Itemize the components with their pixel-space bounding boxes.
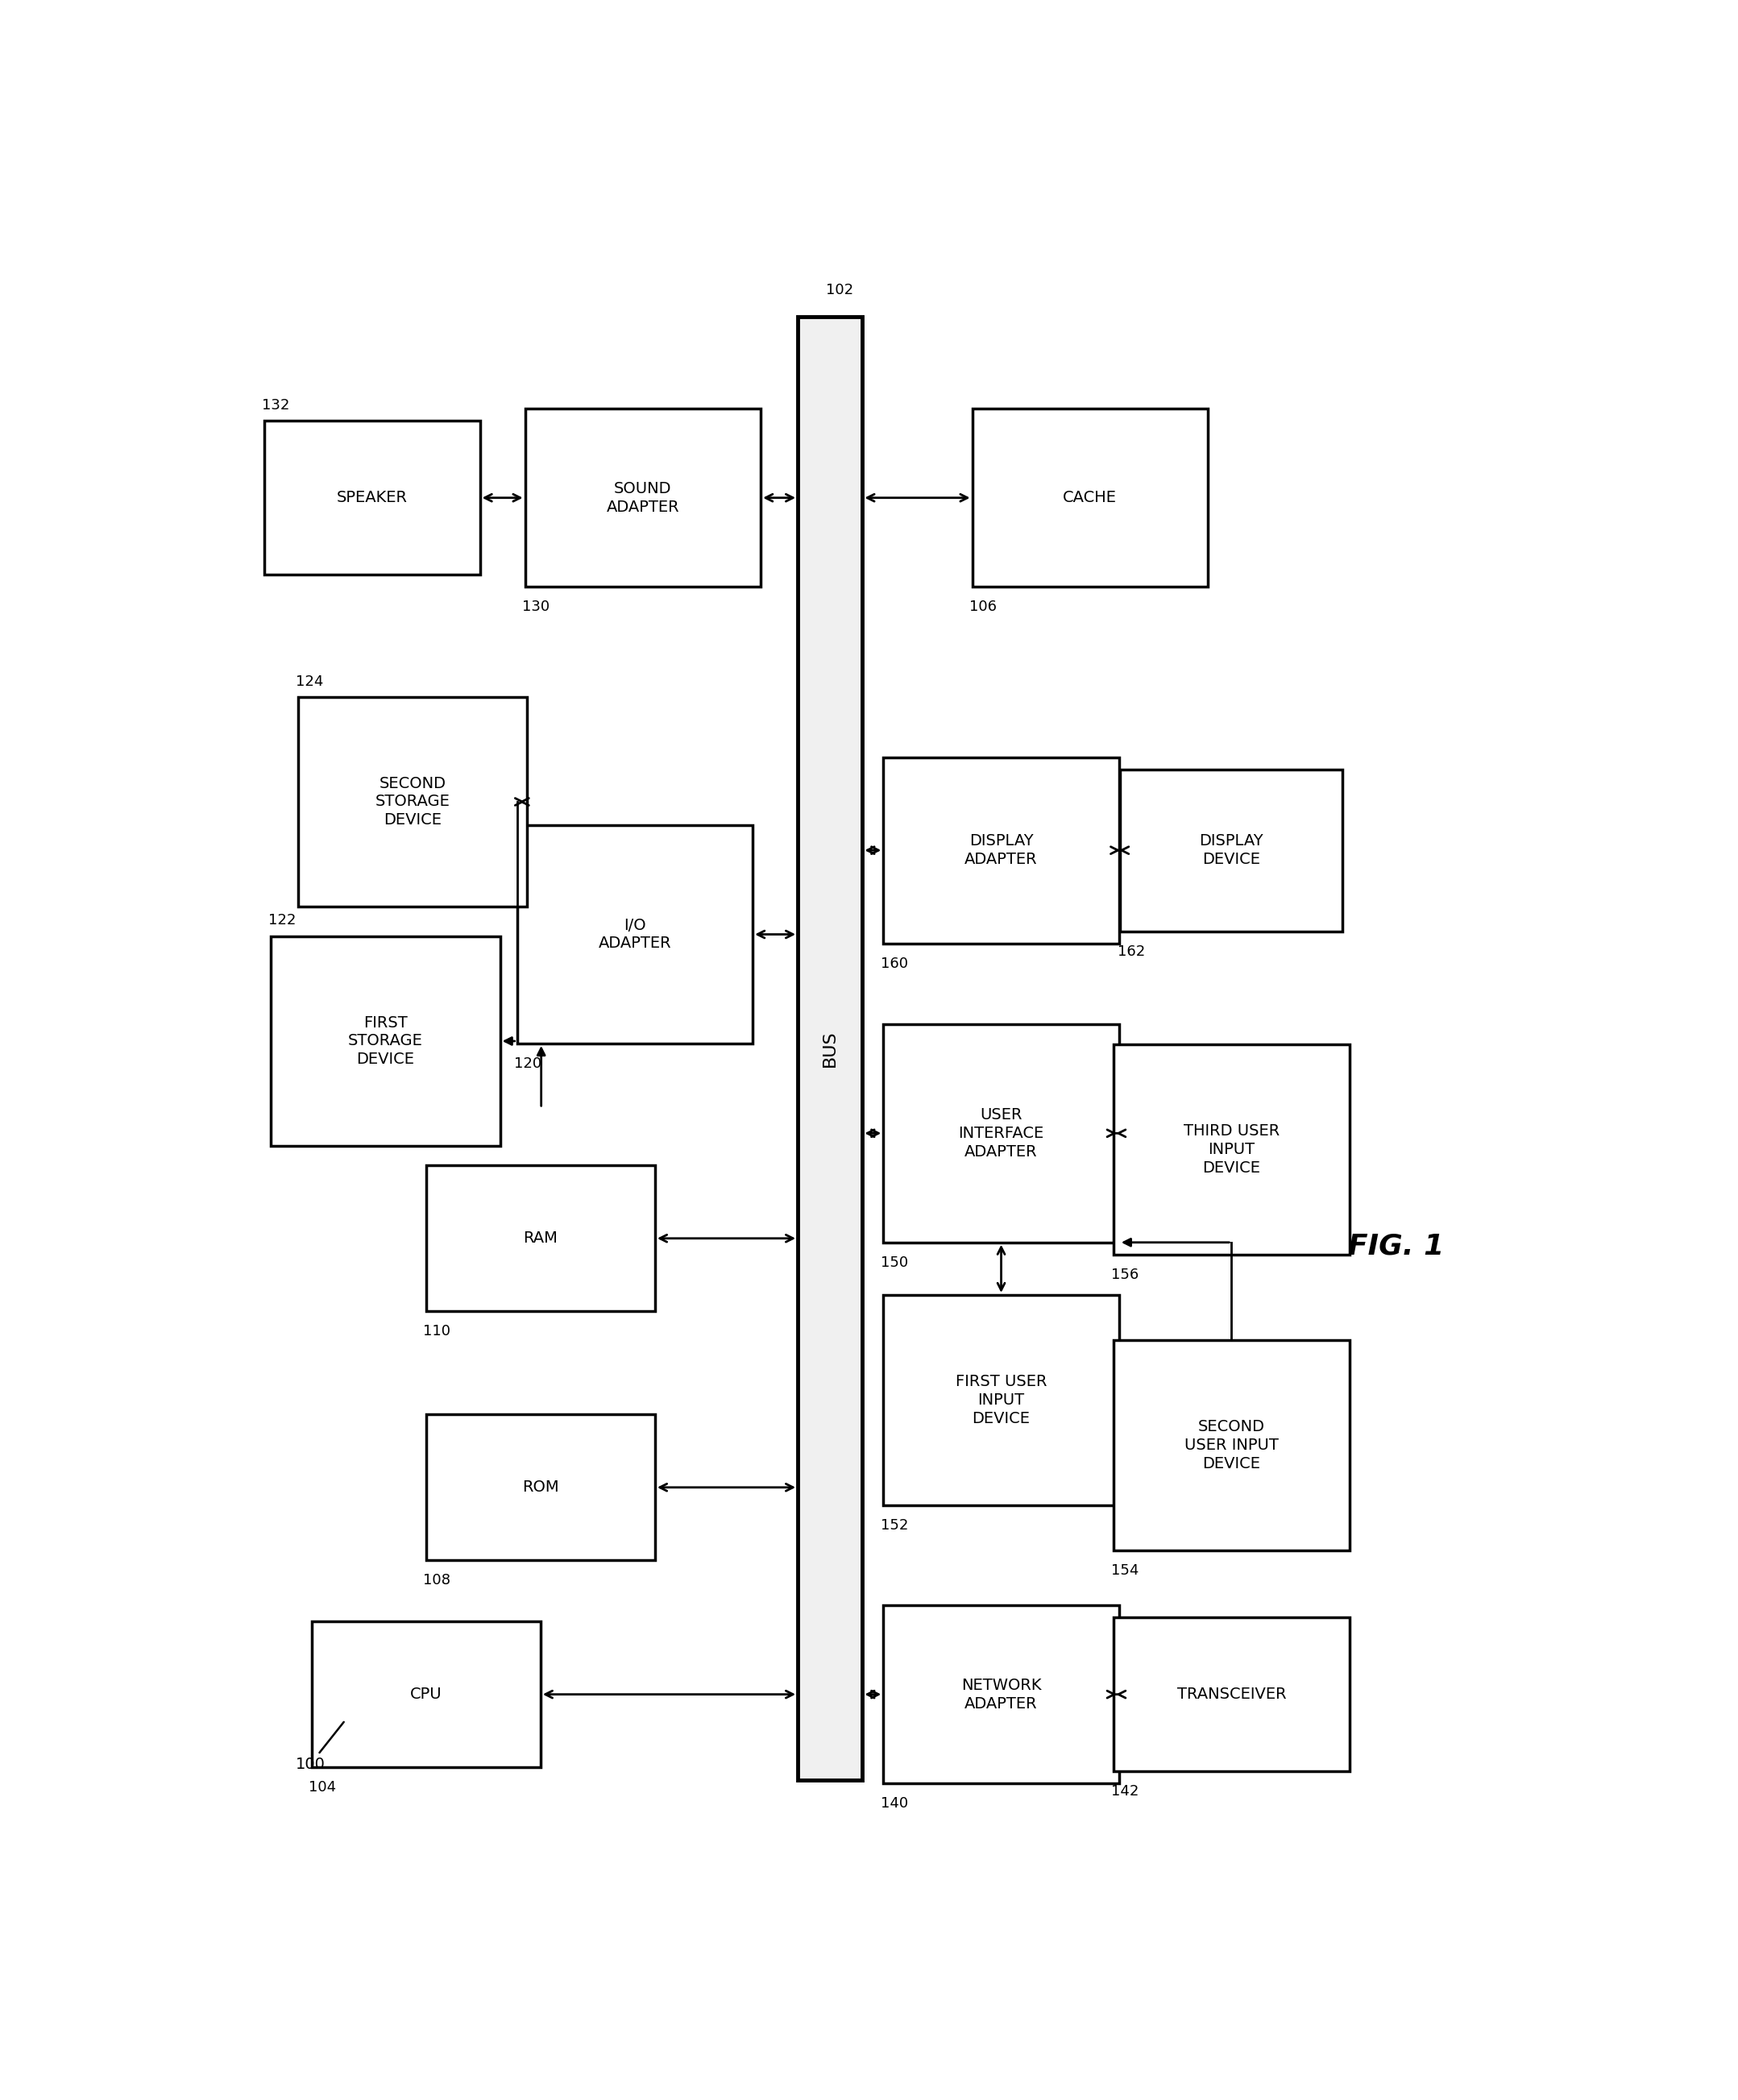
Text: FIRST USER
INPUT
DEVICE: FIRST USER INPUT DEVICE	[956, 1373, 1046, 1426]
Text: 132: 132	[262, 399, 290, 414]
Text: 130: 130	[523, 601, 549, 613]
Text: THIRD USER
INPUT
DEVICE: THIRD USER INPUT DEVICE	[1184, 1124, 1279, 1176]
Text: NETWORK
ADAPTER: NETWORK ADAPTER	[961, 1678, 1041, 1712]
Bar	[271, 937, 501, 1147]
Text: FIRST
STORAGE
DEVICE: FIRST STORAGE DEVICE	[348, 1014, 422, 1067]
Text: 122: 122	[268, 913, 295, 928]
Text: 106: 106	[970, 601, 998, 613]
Text: 124: 124	[295, 674, 323, 689]
Bar	[297, 697, 527, 907]
Text: DISPLAY
DEVICE: DISPLAY DEVICE	[1199, 834, 1264, 867]
Bar	[1121, 769, 1343, 930]
Text: BUS: BUS	[822, 1029, 838, 1067]
Bar	[883, 1025, 1119, 1243]
Bar	[1114, 1617, 1349, 1770]
Text: CPU: CPU	[410, 1686, 441, 1701]
Bar	[516, 825, 753, 1044]
Text: USER
INTERFACE
ADAPTER: USER INTERFACE ADAPTER	[958, 1107, 1045, 1159]
Text: 160: 160	[881, 956, 907, 970]
Text: 104: 104	[309, 1781, 337, 1796]
Text: FIG. 1: FIG. 1	[1347, 1233, 1444, 1260]
Text: 142: 142	[1111, 1785, 1138, 1798]
Text: 108: 108	[424, 1573, 450, 1588]
Text: 110: 110	[424, 1325, 450, 1338]
Text: 156: 156	[1111, 1268, 1138, 1281]
Text: SOUND
ADAPTER: SOUND ADAPTER	[607, 481, 680, 514]
Bar	[1114, 1044, 1349, 1254]
Text: DISPLAY
ADAPTER: DISPLAY ADAPTER	[965, 834, 1038, 867]
Text: RAM: RAM	[523, 1231, 558, 1245]
Bar	[883, 1604, 1119, 1783]
Text: CACHE: CACHE	[1064, 489, 1118, 506]
Text: SECOND
STORAGE
DEVICE: SECOND STORAGE DEVICE	[375, 775, 450, 827]
Text: 120: 120	[514, 1056, 542, 1071]
Text: 154: 154	[1111, 1562, 1138, 1577]
Text: 152: 152	[881, 1518, 909, 1533]
Bar	[1114, 1340, 1349, 1550]
Bar	[311, 1621, 541, 1766]
Text: 150: 150	[881, 1256, 909, 1270]
Bar	[798, 317, 862, 1781]
Bar	[426, 1166, 655, 1310]
Text: TRANSCEIVER: TRANSCEIVER	[1177, 1686, 1286, 1701]
Text: 162: 162	[1118, 945, 1145, 958]
Bar	[525, 410, 761, 586]
Bar	[972, 410, 1208, 586]
Text: 100: 100	[295, 1722, 344, 1772]
Text: 102: 102	[826, 284, 853, 298]
Bar	[883, 1296, 1119, 1506]
Bar	[264, 420, 480, 575]
Bar	[426, 1415, 655, 1560]
Text: SPEAKER: SPEAKER	[337, 489, 408, 506]
Text: ROM: ROM	[521, 1480, 560, 1495]
Bar	[883, 758, 1119, 943]
Text: 140: 140	[881, 1796, 909, 1810]
Text: I/O
ADAPTER: I/O ADAPTER	[598, 918, 671, 951]
Text: SECOND
USER INPUT
DEVICE: SECOND USER INPUT DEVICE	[1184, 1420, 1279, 1472]
